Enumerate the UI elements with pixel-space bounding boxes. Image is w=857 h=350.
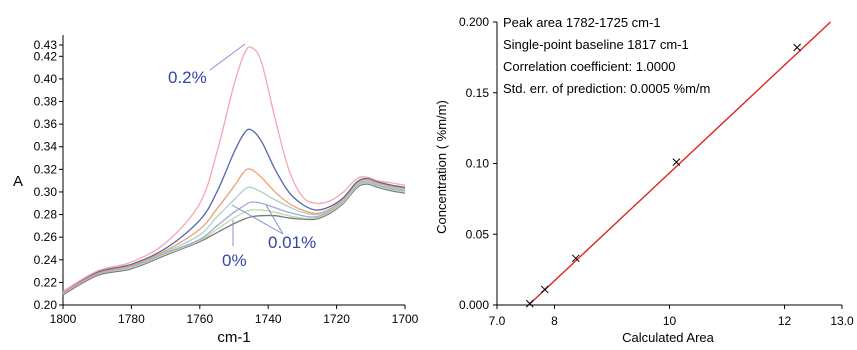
data-point-marker bbox=[525, 299, 534, 308]
left-y-tick-label: 0.42 bbox=[34, 49, 58, 63]
data-point-marker bbox=[540, 285, 549, 294]
stats-line: Single-point baseline 1817 cm-1 bbox=[503, 37, 689, 52]
left-y-tick-label: 0.40 bbox=[34, 72, 58, 86]
regression-line bbox=[528, 21, 831, 306]
calibration-chart: 0.000 0.05 0.10 0.15 0.200 7.0 8 10 12 13.0 Peak… bbox=[434, 15, 854, 345]
left-series-lines bbox=[62, 46, 406, 296]
spectrum-line bbox=[62, 182, 406, 295]
spectrum-line bbox=[62, 180, 406, 294]
left-x-tick-label: 1720 bbox=[323, 312, 350, 326]
left-x-tick-label: 1760 bbox=[186, 312, 213, 326]
left-annotations: 0.2% 0.01% 0% bbox=[168, 43, 316, 270]
annotation-label: 0% bbox=[222, 251, 247, 270]
annotation-leader bbox=[265, 204, 284, 235]
left-y-tick-label: 0.36 bbox=[34, 117, 58, 131]
right-y-axis-label: Concentration ( %m/m) bbox=[434, 100, 449, 234]
left-x-tick-label: 1740 bbox=[255, 312, 282, 326]
left-y-tick-label: 0.34 bbox=[34, 140, 58, 154]
left-x-tick-label: 1700 bbox=[392, 312, 419, 326]
data-point-marker bbox=[571, 254, 580, 263]
spectrum-line bbox=[62, 46, 406, 292]
annotation-label: 0.01% bbox=[268, 233, 316, 252]
annotation-label: 0.2% bbox=[168, 68, 207, 87]
spectrum-line bbox=[62, 181, 406, 295]
left-y-tick-label: 0.38 bbox=[34, 95, 58, 109]
left-y-axis-label: A bbox=[13, 173, 23, 190]
regression-line-group bbox=[528, 21, 831, 306]
left-y-tick-label: 0.20 bbox=[34, 298, 58, 312]
right-y-ticks: 0.000 0.05 0.10 0.15 0.200 bbox=[459, 15, 497, 312]
calibration-points bbox=[525, 43, 802, 308]
stats-line: Peak area 1782-1725 cm-1 bbox=[503, 15, 661, 30]
right-y-tick-label: 0.15 bbox=[466, 86, 490, 100]
left-y-tick-label: 0.28 bbox=[34, 208, 58, 222]
right-y-tick-label: 0.200 bbox=[459, 15, 489, 29]
right-x-tick-label: 7.0 bbox=[489, 314, 506, 328]
right-y-tick-label: 0.10 bbox=[466, 157, 490, 171]
right-x-tick-label: 13.0 bbox=[830, 314, 854, 328]
right-x-axis-label: Calculated Area bbox=[622, 330, 715, 345]
spectrum-line bbox=[62, 128, 406, 293]
spectrum-line bbox=[62, 168, 406, 294]
data-point-marker bbox=[672, 158, 681, 166]
left-x-axis-label: cm-1 bbox=[217, 329, 250, 346]
stats-line: Std. err. of prediction: 0.0005 %m/m bbox=[503, 81, 710, 96]
left-y-tick-label: 0.43 bbox=[34, 38, 58, 52]
spectra-chart: 0.20 0.22 0.24 0.26 0.28 0.30 0.32 0.34 0.36 0.38… bbox=[13, 35, 419, 346]
left-y-tick-label: 0.26 bbox=[34, 230, 58, 244]
right-x-tick-label: 8 bbox=[551, 314, 558, 328]
data-point-marker bbox=[793, 43, 802, 52]
left-x-tick-label: 1780 bbox=[118, 312, 145, 326]
statistics-text-box: Peak area 1782-1725 cm-1 Single-point bas… bbox=[503, 15, 710, 96]
left-x-ticks: 1800 1780 1760 1740 1720 1700 bbox=[50, 305, 419, 326]
left-x-tick-label: 1800 bbox=[50, 312, 77, 326]
right-x-tick-label: 12 bbox=[778, 314, 792, 328]
spectrum-line bbox=[62, 183, 406, 296]
left-y-ticks: 0.20 0.22 0.24 0.26 0.28 0.30 0.32 0.34 0.36 0.38… bbox=[34, 38, 63, 312]
annotation-leader bbox=[209, 43, 246, 71]
right-y-tick-label: 0.05 bbox=[466, 227, 490, 241]
left-y-tick-label: 0.22 bbox=[34, 275, 58, 289]
annotation-leader bbox=[231, 204, 284, 235]
left-y-tick-label: 0.30 bbox=[34, 185, 58, 199]
right-y-tick-label: 0.000 bbox=[459, 298, 489, 312]
stats-line: Correlation coefficient: 1.0000 bbox=[503, 59, 675, 74]
right-x-tick-label: 10 bbox=[663, 314, 677, 328]
left-y-tick-label: 0.32 bbox=[34, 162, 58, 176]
left-y-tick-label: 0.24 bbox=[34, 253, 58, 267]
right-x-ticks: 7.0 8 10 12 13.0 bbox=[489, 305, 854, 328]
